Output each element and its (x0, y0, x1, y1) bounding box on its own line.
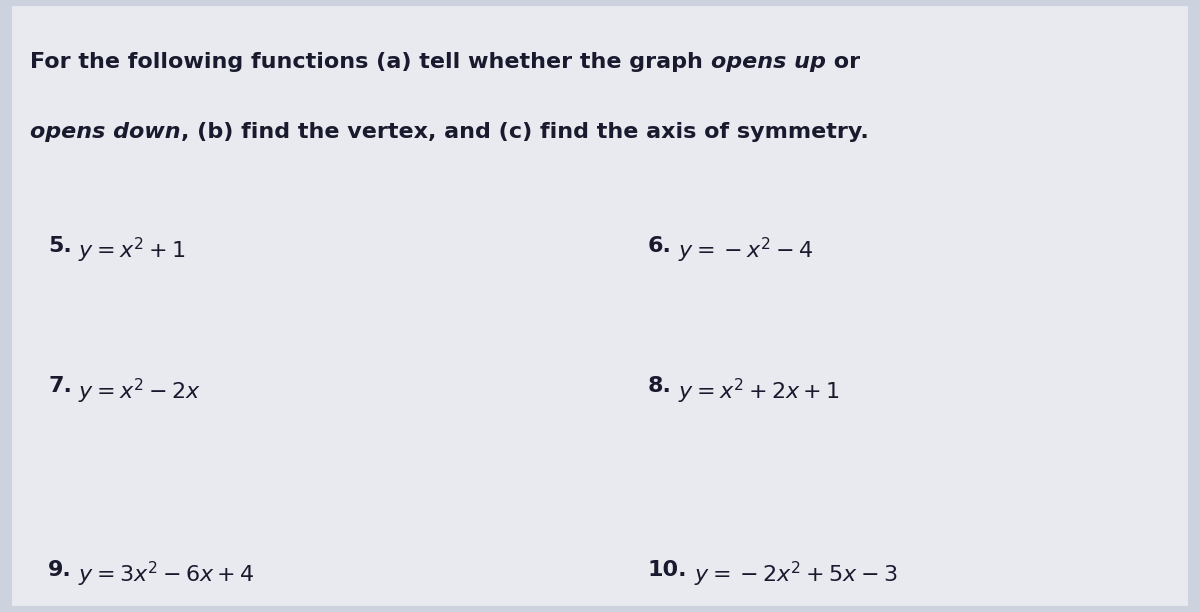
FancyBboxPatch shape (12, 6, 1188, 606)
Text: $y=x^2+1$: $y=x^2+1$ (78, 236, 185, 265)
Text: For the following functions (a) tell whether the graph: For the following functions (a) tell whe… (30, 52, 710, 72)
Text: $y=3x^2-6x+4$: $y=3x^2-6x+4$ (78, 560, 254, 589)
Text: 5.: 5. (48, 236, 72, 256)
Text: opens down: opens down (30, 122, 181, 143)
Text: , (b) find the vertex, and (c) find the axis of symmetry.: , (b) find the vertex, and (c) find the … (181, 122, 869, 143)
Text: $y=-2x^2+5x-3$: $y=-2x^2+5x-3$ (694, 560, 896, 589)
Text: 10.: 10. (648, 560, 688, 580)
Text: $y=x^2+2x+1$: $y=x^2+2x+1$ (678, 376, 840, 406)
Text: or: or (826, 52, 859, 72)
Text: 9.: 9. (48, 560, 72, 580)
Text: opens up: opens up (710, 52, 826, 72)
Text: $y=x^2-2x$: $y=x^2-2x$ (78, 376, 200, 406)
Text: 7.: 7. (48, 376, 72, 397)
Text: 8.: 8. (648, 376, 672, 397)
Text: $y=-x^2-4$: $y=-x^2-4$ (678, 236, 814, 265)
Text: 6.: 6. (648, 236, 672, 256)
